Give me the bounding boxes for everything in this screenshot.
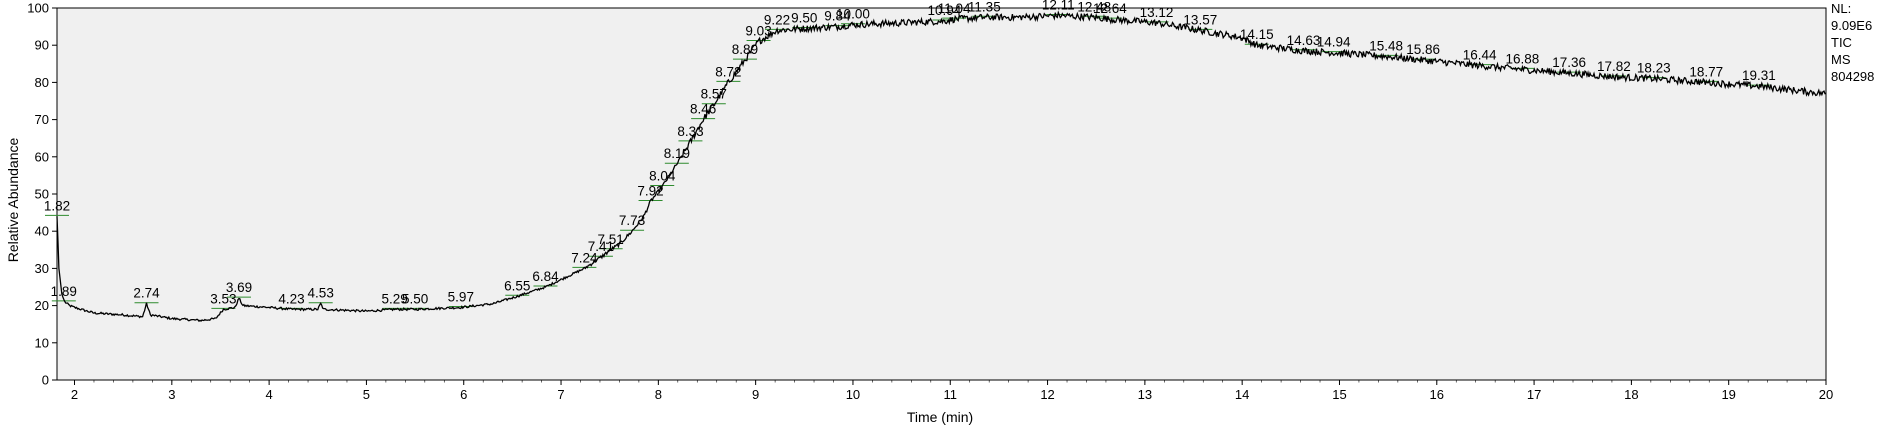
- y-axis-title: Relative Abundance: [5, 138, 21, 263]
- x-tick-label: 8: [655, 387, 662, 402]
- peak-label: 9.84: [824, 9, 851, 24]
- peak-label: 5.50: [402, 291, 428, 306]
- peak-label: 7.41: [588, 239, 614, 254]
- y-tick-label: 10: [35, 335, 49, 350]
- peak-label: 12.48: [1077, 0, 1111, 14]
- x-tick-label: 7: [557, 387, 564, 402]
- peak-label: 7.51: [598, 232, 624, 247]
- x-tick-label: 11: [944, 387, 958, 402]
- x-tick-label: 6: [460, 387, 467, 402]
- x-tick-label: 16: [1430, 387, 1444, 402]
- x-tick-label: 19: [1721, 387, 1735, 402]
- peak-label: 17.36: [1552, 55, 1586, 70]
- peak-label: 7.92: [637, 183, 663, 198]
- y-tick-label: 70: [35, 112, 49, 127]
- peak-label: 3.53: [210, 291, 236, 306]
- peak-label: 6.55: [504, 278, 530, 293]
- peak-label: 12.64: [1093, 1, 1127, 16]
- x-tick-label: 12: [1040, 387, 1054, 402]
- y-axis-ticks: 0 10 20 30 40 50 60 70 80 90 100: [27, 1, 57, 388]
- peak-label: 7.24: [571, 250, 598, 265]
- peak-label: 10.00: [836, 7, 870, 22]
- peak-label: 13.57: [1183, 12, 1217, 27]
- peak-label: 3.69: [226, 280, 252, 295]
- y-tick-label: 40: [35, 224, 49, 239]
- x-tick-label: 18: [1624, 387, 1638, 402]
- scan-label: TIC MS: [1831, 35, 1852, 67]
- peak-label: 15.86: [1406, 42, 1440, 57]
- peak-label: 5.97: [448, 289, 474, 304]
- y-tick-label: 90: [35, 38, 49, 53]
- peak-label: 11.35: [968, 0, 1001, 14]
- plot-background: [56, 7, 1827, 381]
- x-tick-label: 9: [752, 387, 759, 402]
- peak-label: 7.73: [619, 213, 645, 228]
- peak-label: 14.15: [1240, 27, 1274, 42]
- info-panel: NL: 9.09E6 TIC MS 804298: [1831, 0, 1875, 85]
- x-tick-label: 13: [1138, 387, 1152, 402]
- peak-label: 4.53: [308, 286, 334, 301]
- nl-label: NL:: [1831, 1, 1852, 16]
- y-tick-label: 100: [27, 1, 49, 16]
- peak-label: 5.29: [382, 291, 408, 306]
- peak-label: 14.63: [1287, 33, 1321, 48]
- peak-label: 8.46: [690, 102, 716, 117]
- peak-label: 15.48: [1369, 38, 1403, 53]
- x-tick-label: 10: [846, 387, 860, 402]
- peak-label: 17.82: [1597, 59, 1631, 74]
- y-tick-label: 0: [42, 373, 49, 388]
- peak-label: 2.74: [133, 286, 160, 301]
- x-axis-title: Time (min): [907, 409, 973, 425]
- x-tick-label: 2: [71, 387, 78, 402]
- peak-label: 8.89: [732, 42, 758, 57]
- file-id: 804298: [1831, 69, 1875, 84]
- peak-label: 11.04: [938, 1, 971, 16]
- peak-label: 8.19: [664, 146, 690, 161]
- x-axis-ticks: 2 3 4 5 6 7 8 9 10 11 12 13 14 15 16 17 18 19 20: [71, 380, 1833, 402]
- peak-label: 8.57: [701, 87, 727, 102]
- x-tick-label: 4: [266, 387, 273, 402]
- peak-label: 16.88: [1506, 51, 1540, 66]
- tic-trace-line: [56, 10, 1827, 323]
- peak-label: 4.23: [278, 291, 304, 306]
- y-tick-label: 30: [35, 261, 49, 276]
- peak-label: 19.31: [1742, 68, 1776, 83]
- peak-label: 8.33: [677, 124, 703, 139]
- y-tick-label: 20: [35, 298, 49, 313]
- peak-label: 6.84: [532, 269, 559, 284]
- x-tick-label: 17: [1527, 387, 1541, 402]
- y-tick-label: 50: [35, 187, 49, 202]
- peak-label: 8.72: [715, 64, 741, 79]
- x-tick-label: 20: [1819, 387, 1833, 402]
- y-tick-label: 60: [35, 149, 49, 164]
- peak-label: 12.11: [1042, 0, 1075, 12]
- peak-label: 10.94: [928, 3, 962, 18]
- peak-label: 9.03: [745, 23, 771, 38]
- x-tick-label: 5: [363, 387, 370, 402]
- peak-label: 13.12: [1140, 5, 1174, 20]
- peak-label: 18.77: [1689, 64, 1723, 79]
- peak-label: 16.44: [1463, 48, 1497, 63]
- peak-label: 8.04: [649, 169, 676, 184]
- peak-label: 1.82: [44, 198, 70, 213]
- peak-label: 9.22: [764, 12, 790, 27]
- peak-label: 14.94: [1317, 35, 1351, 50]
- x-tick-label: 15: [1332, 387, 1346, 402]
- nl-value: 9.09E6: [1831, 18, 1873, 33]
- peak-label: 1.89: [51, 284, 77, 299]
- peak-label: 18.23: [1637, 61, 1671, 76]
- y-tick-label: 80: [35, 75, 49, 90]
- x-tick-label: 14: [1235, 387, 1249, 402]
- peak-labels: 1.82 1.89 2.74 3.533.69 4.23 4.53 5.295.50 5.97…: [44, 0, 1776, 306]
- x-tick-label: 3: [168, 387, 175, 402]
- peak-label: 9.50: [791, 10, 817, 25]
